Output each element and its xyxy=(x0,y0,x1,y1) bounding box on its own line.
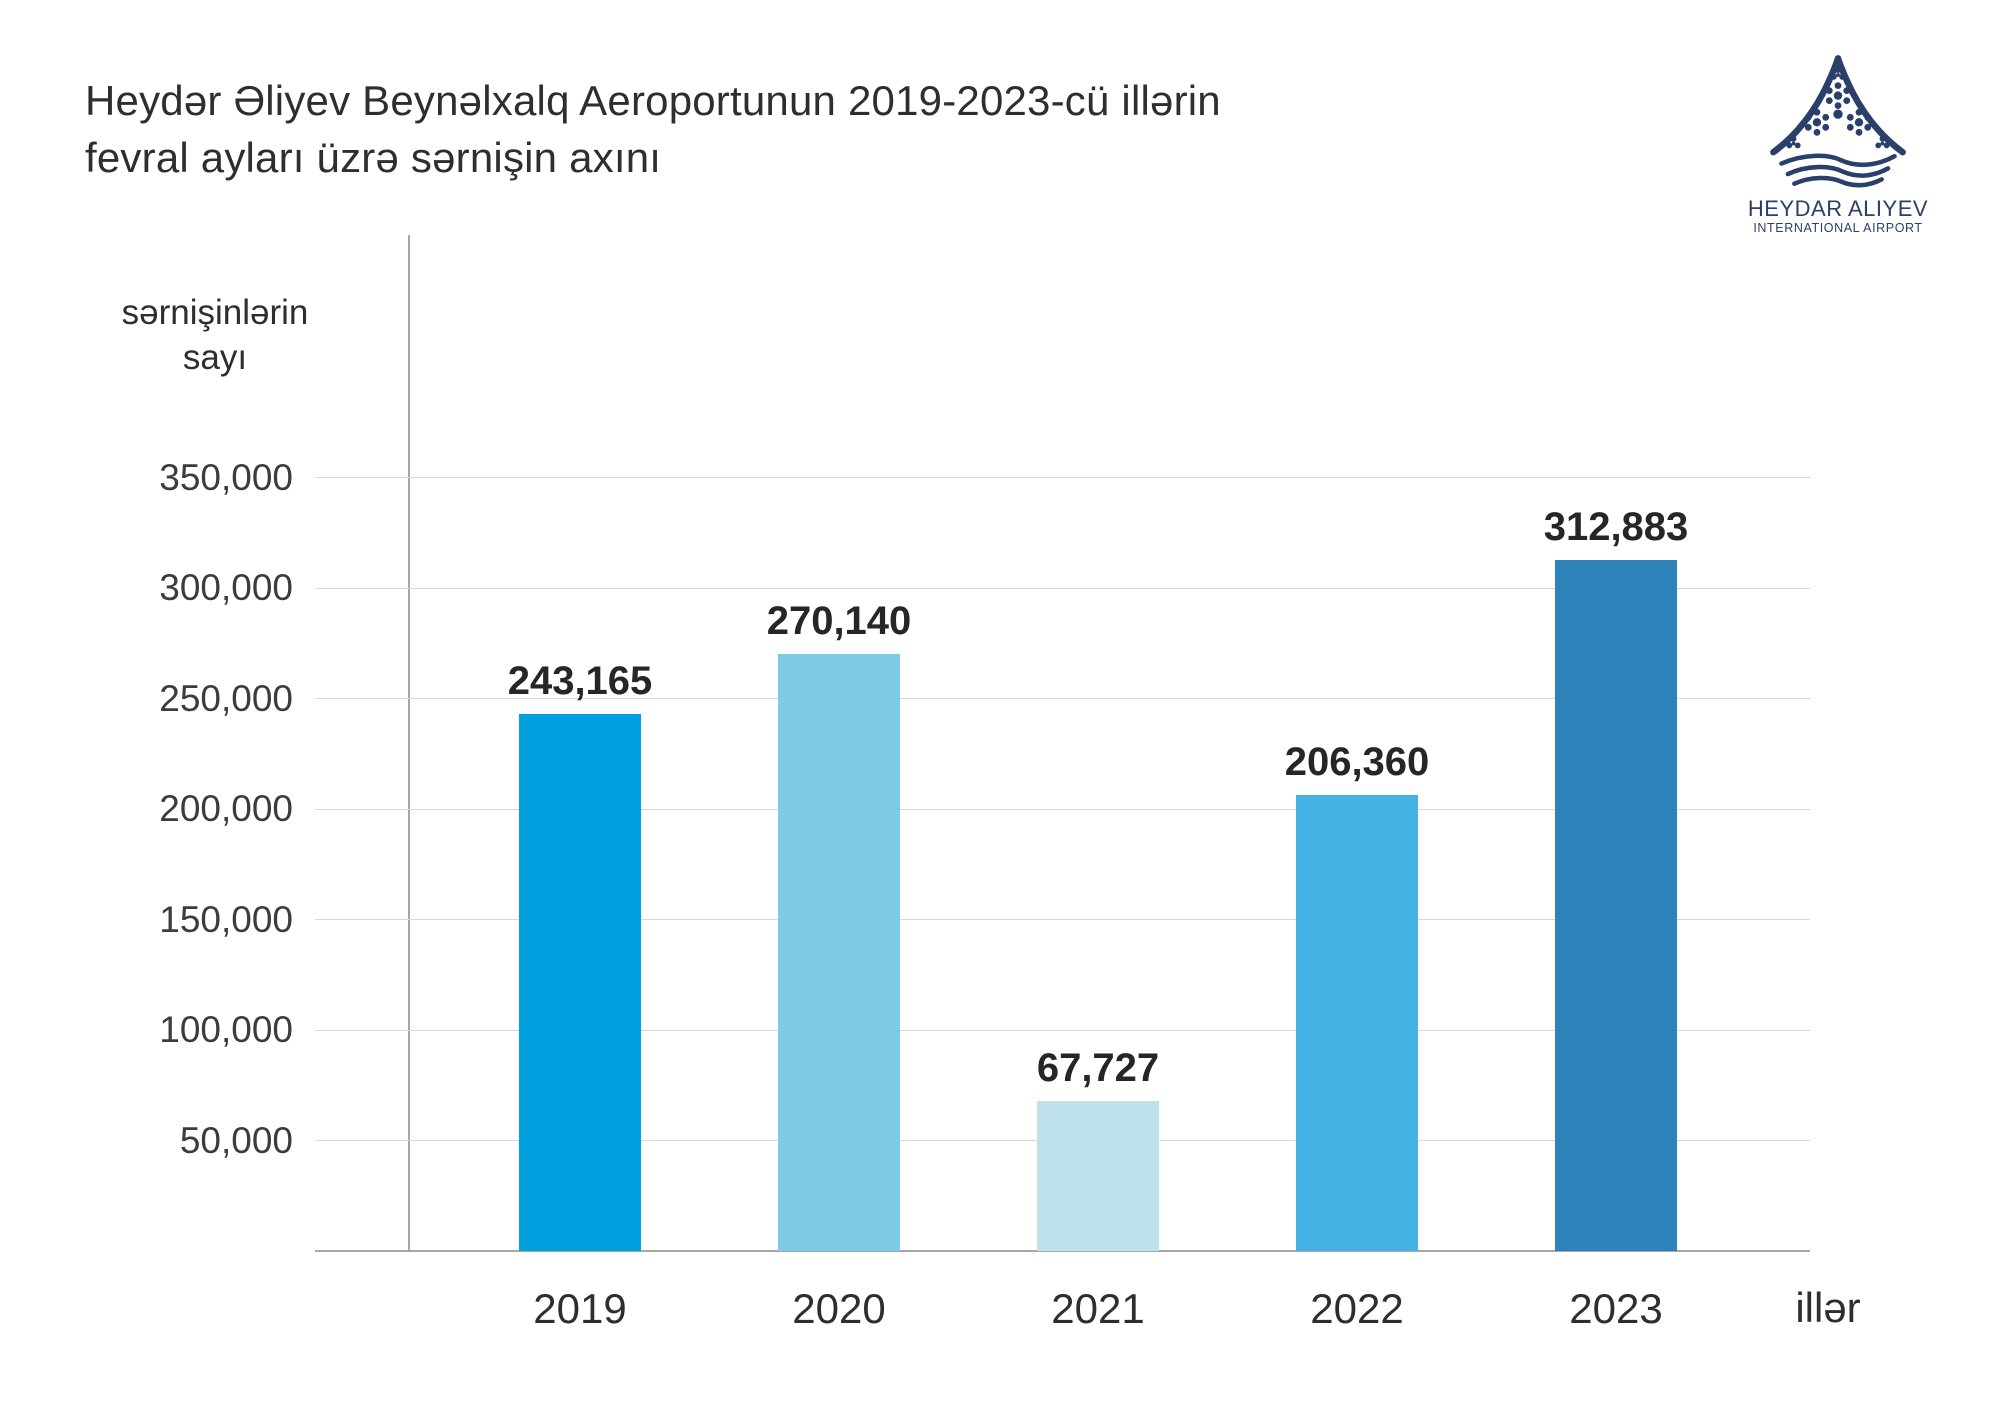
y-axis-line xyxy=(408,235,410,1251)
x-tick-label-2019: 2019 xyxy=(533,1285,627,1332)
x-tick-label-2023: 2023 xyxy=(1569,1285,1663,1332)
x-axis-line xyxy=(315,1250,1810,1252)
y-tick-label-100000: 100,000 xyxy=(159,1009,293,1051)
bar-value-label-2020: 270,140 xyxy=(766,599,912,644)
x-tick-label-2021: 2021 xyxy=(1051,1285,1145,1332)
gridline-100000 xyxy=(315,1029,1810,1031)
y-axis-title: sərnişinlərin sayı xyxy=(95,290,335,380)
gridline-250000 xyxy=(315,698,1810,700)
airport-logo-title: HEYDAR ALIYEV xyxy=(1747,196,1929,221)
y-tick-label-150000: 150,000 xyxy=(159,898,293,940)
plot-area: 50,000 100,000 150,000 200,000 250,000 300,00… xyxy=(159,235,1810,1332)
y-axis-title-line1: sərnişinlərin xyxy=(121,293,309,332)
chart-title-line2: fevral ayları üzrə sərnişin axını xyxy=(85,134,662,181)
gridline-150000 xyxy=(315,919,1810,921)
chart-title: Heydər Əliyev Beynəlxalq Aeroportunun 20… xyxy=(85,72,1221,186)
x-tick-label-2022: 2022 xyxy=(1310,1285,1404,1332)
y-tick-label-250000: 250,000 xyxy=(159,677,293,719)
bar-2019 xyxy=(519,713,641,1251)
gridline-300000 xyxy=(315,587,1810,589)
snowflake-cluster xyxy=(1875,135,1890,149)
y-tick-label-300000: 300,000 xyxy=(159,567,293,609)
y-tick-label-200000: 200,000 xyxy=(159,788,293,830)
bar-2022 xyxy=(1296,795,1418,1251)
snowflake-cluster xyxy=(1786,135,1801,149)
snowflake-cluster xyxy=(1804,108,1830,136)
x-tick-label-2020: 2020 xyxy=(792,1285,886,1332)
snowflake-cluster xyxy=(1830,67,1846,80)
bar-2021 xyxy=(1037,1101,1159,1251)
bar-value-label-2022: 206,360 xyxy=(1284,740,1430,785)
y-axis-title-line2: sayı xyxy=(182,338,248,377)
y-tick-label-50000: 50,000 xyxy=(179,1119,293,1161)
airport-logo: HEYDAR ALIYEV INTERNATIONAL AIRPORT xyxy=(1738,52,1938,236)
snowflake-cluster xyxy=(1825,82,1851,110)
chart-title-line1: Heydər Əliyev Beynəlxalq Aeroportunun 20… xyxy=(85,77,1221,124)
x-axis-title: illər xyxy=(1795,1284,1861,1331)
bar-value-label-2021: 67,727 xyxy=(1036,1046,1160,1091)
y-tick-label-350000: 350,000 xyxy=(159,456,293,498)
bar-2020 xyxy=(778,654,900,1251)
airport-logo-subtitle: INTERNATIONAL AIRPORT xyxy=(1753,221,1923,235)
snowflake-cluster xyxy=(1846,108,1872,136)
bar-value-label-2023: 312,883 xyxy=(1543,504,1689,549)
bar-value-label-2019: 243,165 xyxy=(507,658,653,703)
airport-logo-icon xyxy=(1770,55,1906,188)
gridline-200000 xyxy=(315,808,1810,810)
bar-2023 xyxy=(1555,559,1677,1251)
gridline-350000 xyxy=(315,477,1810,479)
